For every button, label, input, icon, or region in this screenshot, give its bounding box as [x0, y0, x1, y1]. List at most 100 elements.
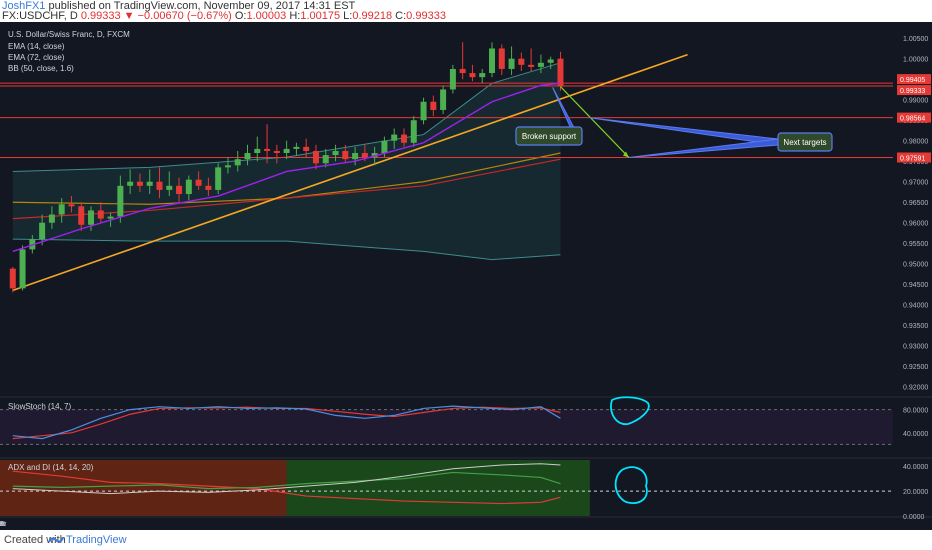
candle	[136, 173, 143, 192]
stoch-title: SlowStoch (14, 7)	[8, 402, 71, 411]
candle-body	[78, 206, 85, 225]
price-axis-tick: 0.98000	[903, 139, 928, 146]
candle-body	[19, 249, 26, 289]
price-axis-tick: 0.92500	[903, 364, 928, 371]
candle	[498, 44, 505, 76]
candle	[117, 175, 124, 223]
time-axis-tick: 11	[0, 521, 4, 528]
candle	[332, 144, 339, 162]
time-axis-tick: 25	[0, 521, 4, 528]
price-tag-label: 0.98564	[900, 116, 925, 123]
published-text: published on TradingView.com, November 0…	[48, 0, 356, 12]
candle	[557, 51, 564, 91]
tradingview-brand-link[interactable]: TradingView	[66, 534, 127, 546]
candle	[322, 148, 329, 168]
candle	[479, 68, 486, 84]
candle-body	[498, 48, 505, 69]
price-axis-tick: 0.96000	[903, 221, 928, 228]
candle	[391, 128, 398, 149]
chart-background	[0, 22, 932, 530]
candle	[185, 175, 192, 201]
support-trendline[interactable]	[12, 53, 688, 292]
candle-body	[332, 150, 339, 156]
time-axis-tick: 16	[0, 521, 4, 528]
candle-body	[391, 134, 398, 141]
chart-canvas[interactable]: 1.005001.000000.995000.990000.985000.980…	[0, 22, 932, 530]
candle-body	[107, 216, 114, 219]
time-axis-tick: 23	[0, 521, 4, 528]
bb-upper-line	[12, 62, 561, 172]
candle-body	[215, 167, 222, 190]
candle-body	[508, 58, 515, 69]
price-tag-label: 0.99333	[900, 88, 925, 95]
stoch-axis-tick: 80.0000	[903, 408, 928, 415]
candle	[88, 206, 95, 231]
legend-ema14: EMA (14, close)	[8, 42, 65, 51]
author-link[interactable]: JoshFX1	[2, 0, 46, 12]
price-axis-tick: 0.95500	[903, 241, 928, 248]
candle-body	[273, 150, 280, 154]
candle	[430, 95, 437, 117]
candle-body	[68, 204, 75, 207]
price-axis-tick: 0.94000	[903, 303, 928, 310]
candle	[205, 177, 212, 197]
price-axis-tick: 0.95000	[903, 262, 928, 269]
candle	[39, 214, 46, 246]
price-axis-tick: 0.93500	[903, 323, 928, 330]
price-axis-tick: 0.94500	[903, 282, 928, 289]
next-targets-label: Next targets	[783, 138, 826, 147]
close-value: 0.99333	[406, 10, 446, 22]
candle	[352, 146, 359, 166]
candle-body	[361, 153, 368, 158]
candle	[518, 52, 525, 72]
candle	[459, 42, 466, 80]
adx-axis-tick: 40.0000	[903, 464, 928, 471]
candle-body	[352, 153, 359, 160]
stoch-axis-tick: 40.0000	[903, 431, 928, 438]
broken-support-callout[interactable]	[515, 126, 583, 146]
candle-body	[518, 58, 525, 65]
candle-body	[449, 68, 456, 90]
candle-body	[293, 146, 300, 149]
price-tag-box	[897, 74, 931, 85]
ema72-line	[12, 158, 561, 220]
time-axis-tick: 20	[0, 521, 4, 528]
price-tag-box	[897, 112, 931, 123]
candle	[48, 206, 55, 229]
candle	[166, 171, 173, 197]
time-axis-tick: Nov	[0, 521, 7, 528]
time-axis-tick: 13	[0, 521, 4, 528]
legend-title: U.S. Dollar/Swiss Franc, D, FXCM	[8, 30, 130, 39]
high-label: H:	[289, 10, 301, 22]
candle-body	[400, 134, 407, 143]
stoch-band-fill	[0, 409, 893, 445]
price-axis-tick: 0.93000	[903, 344, 928, 351]
candle-body	[127, 181, 134, 186]
candle	[224, 157, 231, 174]
candle-body	[234, 159, 241, 166]
candle	[234, 150, 241, 172]
candle-body	[420, 101, 427, 121]
candle	[293, 142, 300, 156]
bb-lower-line	[12, 238, 561, 261]
price-tag-box	[897, 85, 931, 96]
candle-body	[195, 179, 202, 186]
broken-support-label: Broken support	[522, 132, 577, 141]
candle	[283, 140, 290, 160]
candle-body	[381, 140, 388, 154]
di-minus-line	[12, 470, 561, 505]
candle-body	[469, 73, 476, 78]
legend-ema72: EMA (72, close)	[8, 53, 65, 62]
low-value: 0.99218	[352, 10, 393, 22]
candle-body	[254, 148, 261, 154]
candle-body	[9, 268, 16, 289]
candle-body	[283, 148, 290, 154]
candle-body	[156, 181, 163, 190]
next-targets-callout[interactable]	[777, 132, 833, 152]
candle	[195, 171, 202, 190]
price-axis-tick: 1.00000	[903, 57, 928, 64]
candle	[400, 128, 407, 147]
candle	[146, 169, 153, 195]
open-value: 1.00003	[246, 10, 287, 22]
